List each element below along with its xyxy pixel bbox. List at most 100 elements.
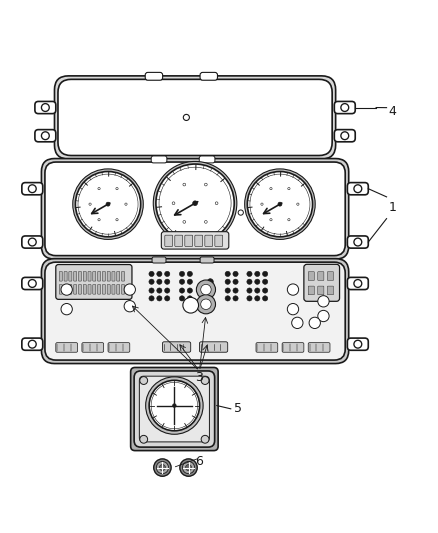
FancyBboxPatch shape xyxy=(334,130,355,142)
Circle shape xyxy=(262,271,268,277)
Circle shape xyxy=(254,296,260,301)
Circle shape xyxy=(153,161,237,245)
FancyBboxPatch shape xyxy=(308,343,330,352)
Circle shape xyxy=(354,340,362,348)
Circle shape xyxy=(28,279,36,287)
Circle shape xyxy=(262,296,268,301)
Circle shape xyxy=(187,288,192,293)
FancyBboxPatch shape xyxy=(200,72,218,80)
Circle shape xyxy=(262,288,268,293)
FancyBboxPatch shape xyxy=(161,232,229,249)
FancyBboxPatch shape xyxy=(83,271,86,281)
Text: 6: 6 xyxy=(195,455,203,467)
Circle shape xyxy=(184,115,189,120)
FancyBboxPatch shape xyxy=(22,183,43,195)
FancyBboxPatch shape xyxy=(56,264,132,300)
Circle shape xyxy=(157,279,162,284)
Circle shape xyxy=(201,284,211,295)
Circle shape xyxy=(238,210,244,215)
FancyBboxPatch shape xyxy=(59,271,62,281)
FancyBboxPatch shape xyxy=(74,271,77,281)
FancyBboxPatch shape xyxy=(42,259,349,364)
Circle shape xyxy=(341,103,349,111)
FancyBboxPatch shape xyxy=(334,101,355,114)
Circle shape xyxy=(287,284,299,295)
FancyBboxPatch shape xyxy=(22,236,43,248)
FancyBboxPatch shape xyxy=(327,272,333,280)
Circle shape xyxy=(287,303,299,315)
FancyBboxPatch shape xyxy=(45,162,345,256)
Circle shape xyxy=(183,462,194,474)
Circle shape xyxy=(245,169,315,239)
Circle shape xyxy=(225,271,230,277)
FancyBboxPatch shape xyxy=(151,156,167,163)
Circle shape xyxy=(225,288,230,293)
Circle shape xyxy=(180,459,197,477)
Circle shape xyxy=(183,297,198,313)
Circle shape xyxy=(42,103,49,111)
Circle shape xyxy=(354,238,362,246)
Circle shape xyxy=(233,296,238,301)
FancyBboxPatch shape xyxy=(195,235,203,246)
FancyBboxPatch shape xyxy=(88,285,91,294)
Circle shape xyxy=(207,279,213,285)
FancyBboxPatch shape xyxy=(54,76,336,159)
Circle shape xyxy=(149,296,154,301)
Circle shape xyxy=(73,169,143,239)
FancyBboxPatch shape xyxy=(145,72,162,80)
Circle shape xyxy=(140,377,148,384)
Circle shape xyxy=(341,132,349,140)
Circle shape xyxy=(165,296,170,301)
Circle shape xyxy=(149,381,200,431)
FancyBboxPatch shape xyxy=(175,235,183,246)
FancyBboxPatch shape xyxy=(69,271,72,281)
FancyBboxPatch shape xyxy=(185,235,193,246)
Circle shape xyxy=(278,202,282,206)
FancyBboxPatch shape xyxy=(98,271,101,281)
Circle shape xyxy=(157,271,162,277)
Circle shape xyxy=(354,279,362,287)
FancyBboxPatch shape xyxy=(205,235,213,246)
Circle shape xyxy=(146,377,203,434)
Text: 1: 1 xyxy=(389,201,397,214)
FancyBboxPatch shape xyxy=(88,271,91,281)
Circle shape xyxy=(318,310,329,321)
Circle shape xyxy=(165,271,170,277)
FancyBboxPatch shape xyxy=(83,285,86,294)
Circle shape xyxy=(193,201,198,206)
FancyBboxPatch shape xyxy=(45,262,345,360)
FancyBboxPatch shape xyxy=(56,343,78,352)
FancyBboxPatch shape xyxy=(131,367,218,450)
FancyBboxPatch shape xyxy=(318,272,324,280)
Circle shape xyxy=(149,288,154,293)
Circle shape xyxy=(149,271,154,277)
Circle shape xyxy=(196,280,215,299)
Circle shape xyxy=(75,172,141,237)
Circle shape xyxy=(187,271,192,277)
Circle shape xyxy=(254,279,260,284)
Circle shape xyxy=(247,271,252,277)
Circle shape xyxy=(28,185,36,192)
FancyBboxPatch shape xyxy=(121,271,124,281)
FancyBboxPatch shape xyxy=(347,338,368,350)
Circle shape xyxy=(124,301,135,312)
Text: 4: 4 xyxy=(389,106,397,118)
Circle shape xyxy=(61,284,72,295)
Circle shape xyxy=(247,279,252,284)
FancyBboxPatch shape xyxy=(347,183,368,195)
FancyBboxPatch shape xyxy=(22,277,43,289)
FancyBboxPatch shape xyxy=(200,257,214,263)
FancyBboxPatch shape xyxy=(93,285,96,294)
FancyBboxPatch shape xyxy=(112,285,115,294)
Circle shape xyxy=(318,296,329,307)
Circle shape xyxy=(180,279,185,284)
Circle shape xyxy=(233,288,238,293)
FancyBboxPatch shape xyxy=(199,156,215,163)
FancyBboxPatch shape xyxy=(98,285,101,294)
Circle shape xyxy=(154,459,171,477)
Circle shape xyxy=(354,185,362,192)
Circle shape xyxy=(201,299,211,310)
FancyBboxPatch shape xyxy=(78,285,81,294)
Circle shape xyxy=(157,296,162,301)
FancyBboxPatch shape xyxy=(35,101,56,114)
